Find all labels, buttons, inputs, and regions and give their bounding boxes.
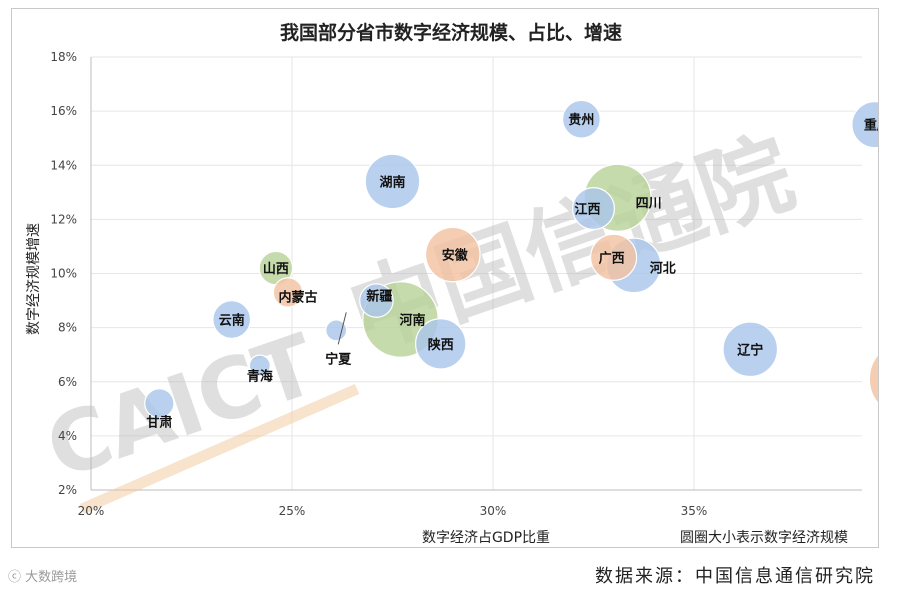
bubble-安徽 [424,226,481,283]
bubble-label-云南: 云南 [219,313,245,329]
y-tick-label: 8% [58,321,77,335]
bubble-新疆 [359,283,394,318]
y-tick-label: 14% [50,158,77,172]
bubble-湖北 [868,342,897,416]
bubble-label-安徽: 安徽 [442,248,469,264]
leader-line [337,312,347,345]
footer-logo: ⓒ 大数跨境 [8,566,77,585]
bubble-青海 [248,354,271,377]
bubble-label-辽宁: 辽宁 [737,342,763,358]
bubble-陕西 [415,318,467,370]
grid [90,56,896,491]
bubble-label-江西: 江西 [574,202,600,218]
bubble-label-内蒙古: 内蒙古 [278,289,317,305]
bubble-label-河北: 河北 [650,260,676,276]
data-source: 数据来源：中国信息通信研究院 [595,566,875,587]
bubble-内蒙古 [272,277,304,308]
y-tick-label: 18% [50,50,77,64]
bubble-label-新疆: 新疆 [366,289,392,305]
y-axis-label: 数字经济规模增速 [26,223,42,335]
bubble-宁夏 [325,319,348,342]
y-tick-label: 16% [50,104,77,118]
bubble-贵州 [562,99,601,139]
bubble-label-重庆: 重庆 [864,118,878,134]
x-tick-label: 35% [681,504,708,518]
y-tick-label: 6% [58,375,77,389]
watermark-stroke [79,383,360,515]
bubble-label-山西: 山西 [263,261,289,277]
y-tick-label: 10% [50,267,77,281]
y-tick-label: 12% [50,212,77,226]
bubble-label-陕西: 陕西 [428,337,454,353]
bubble-label-宁夏: 宁夏 [325,351,352,367]
bubble-甘肃 [144,388,175,419]
logo-text: 大数跨境 [25,570,78,585]
bubble-label-湖南: 湖南 [379,174,405,190]
x-tick-label: 30% [480,504,507,518]
y-tick-label: 2% [58,483,77,497]
ticks: 20%25%30%35%40%45%50%55%2%4%6%8%10%12%14… [50,50,897,518]
bubble-广西 [589,233,638,281]
x-tick-label: 20% [78,504,105,518]
bubble-label-青海: 青海 [247,369,273,385]
x-tick-label: 25% [279,504,306,518]
bubble-云南 [212,300,252,339]
bubble-label-四川: 四川 [636,197,662,212]
bubble-size-note: 圆圈大小表示数字经济规模 [680,530,848,546]
x-axis-label: 数字经济占GDP比重 [422,530,550,546]
logo-icon: ⓒ [8,570,26,585]
bubble-chart: 我国部分省市数字经济规模、占比、增速 CAICT中国信通院 青海宁夏甘肃内蒙古新… [26,21,897,546]
bubble-江西 [571,187,615,231]
bubble-label-广西: 广西 [599,250,625,266]
y-tick-label: 4% [58,429,77,443]
bubble-label-贵州: 贵州 [568,112,594,128]
bubble-label-甘肃: 甘肃 [146,414,172,430]
bubble-湖南 [364,153,421,210]
bubble-辽宁 [722,321,779,378]
bubble-label-河南: 河南 [400,313,426,329]
chart-title: 我国部分省市数字经济规模、占比、增速 [280,21,622,44]
chart-frame: 我国部分省市数字经济规模、占比、增速 CAICT 中国信通院 青海 宁夏 甘肃 内蒙古新… [11,8,897,548]
